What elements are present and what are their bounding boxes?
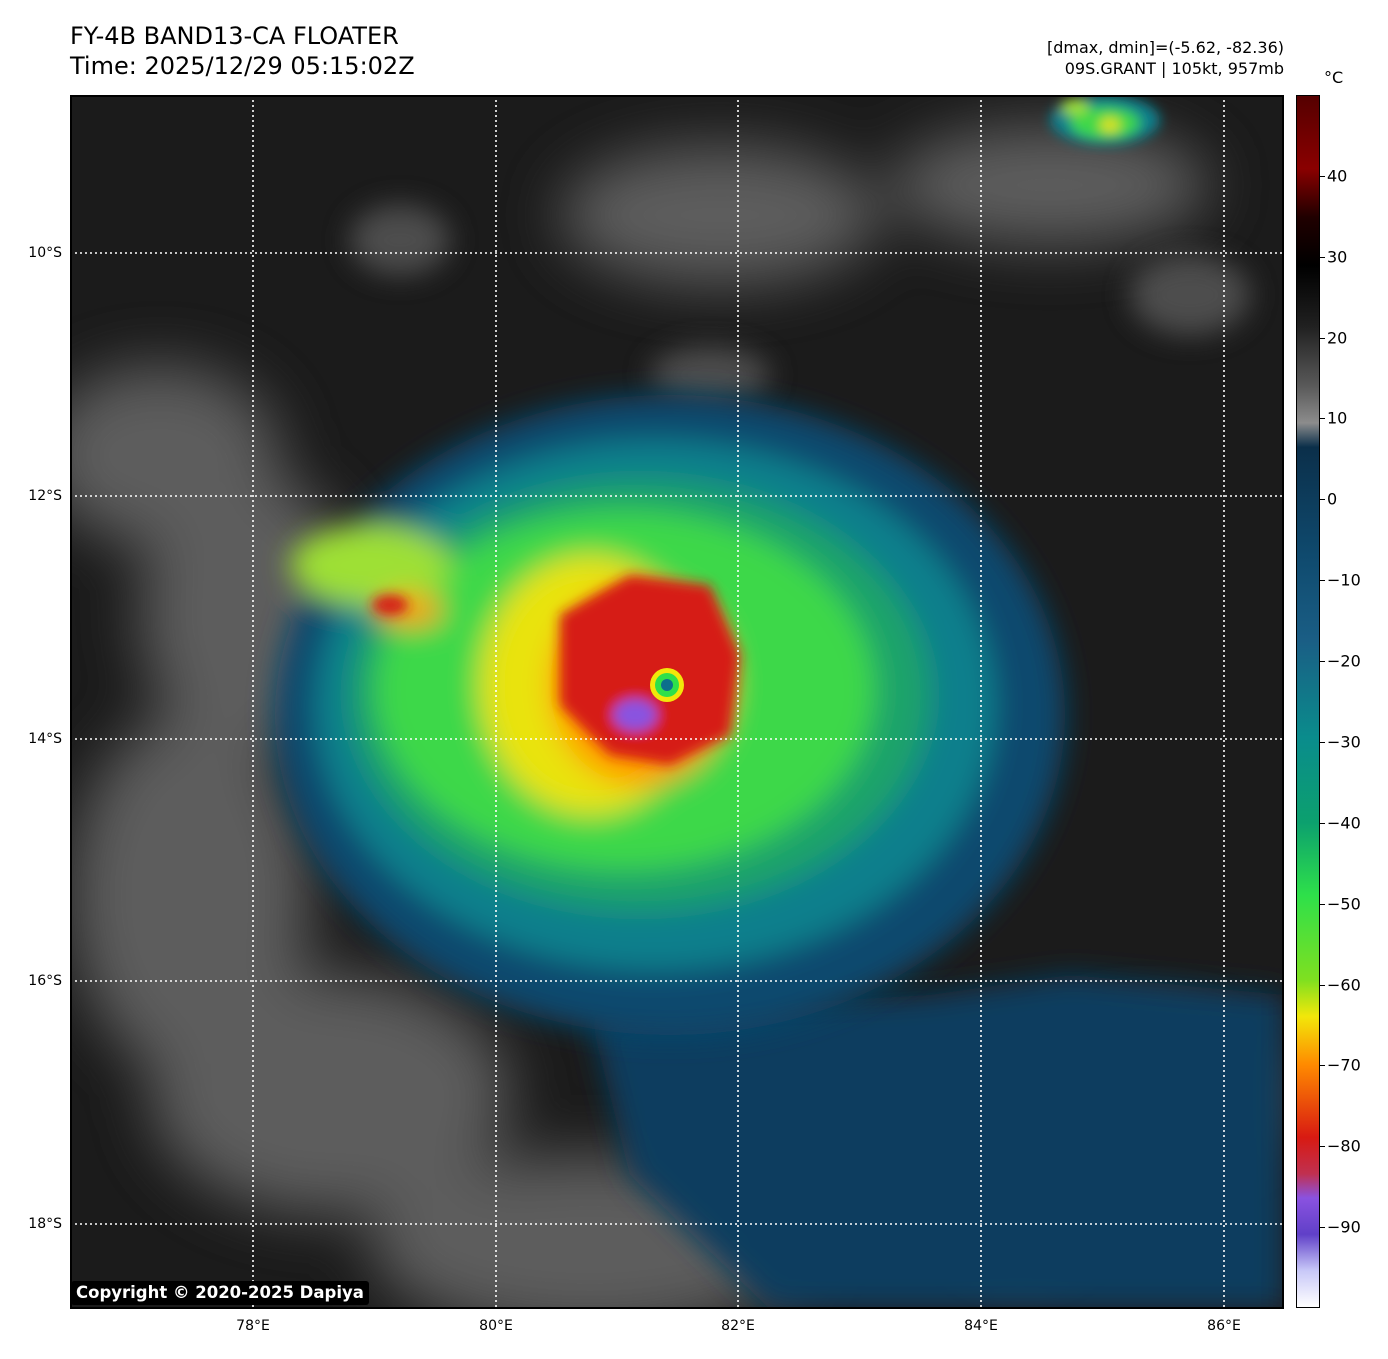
colorbar-tick-label: −30 bbox=[1327, 732, 1361, 752]
colorbar-tick-mark bbox=[1320, 984, 1325, 986]
colorbar-tick-label: −80 bbox=[1327, 1136, 1361, 1156]
lat-label-16s: 16°S bbox=[28, 973, 62, 989]
colorbar-tick-mark bbox=[1320, 903, 1325, 905]
colorbar-tick-label: −70 bbox=[1327, 1055, 1361, 1075]
colorbar-tick-mark bbox=[1320, 418, 1325, 420]
colorbar-tick-mark bbox=[1320, 337, 1325, 339]
map-gridlines bbox=[70, 95, 1284, 1309]
lon-label-84e: 84°E bbox=[964, 1318, 998, 1334]
lat-label-12s: 12°S bbox=[28, 488, 62, 504]
storm-info-label: 09S.GRANT | 105kt, 957mb bbox=[1064, 59, 1284, 78]
colorbar-tick-mark bbox=[1320, 1146, 1325, 1148]
temperature-colorbar bbox=[1296, 95, 1320, 1308]
colorbar-tick-mark bbox=[1320, 741, 1325, 743]
data-range-label: [dmax, dmin]=(-5.62, -82.36) bbox=[1046, 38, 1284, 57]
copyright-label: Copyright © 2020-2025 Dapiya bbox=[71, 1281, 369, 1305]
chart-timestamp: Time: 2025/12/29 05:15:02Z bbox=[70, 52, 415, 80]
lat-label-14s: 14°S bbox=[28, 731, 62, 747]
colorbar-tick-mark bbox=[1320, 256, 1325, 258]
lon-label-82e: 82°E bbox=[721, 1318, 755, 1334]
colorbar-tick-mark bbox=[1320, 661, 1325, 663]
lon-label-80e: 80°E bbox=[479, 1318, 513, 1334]
colorbar-unit: °C bbox=[1324, 68, 1344, 87]
lat-label-18s: 18°S bbox=[28, 1216, 62, 1232]
lon-label-86e: 86°E bbox=[1207, 1318, 1241, 1334]
colorbar-tick-mark bbox=[1320, 175, 1325, 177]
colorbar-tick-mark bbox=[1320, 1227, 1325, 1229]
satellite-image-map bbox=[70, 95, 1284, 1309]
colorbar-tick-mark bbox=[1320, 499, 1325, 501]
colorbar-tick-label: 20 bbox=[1327, 328, 1348, 348]
colorbar-tick-label: 30 bbox=[1327, 247, 1348, 267]
colorbar-tick-label: 0 bbox=[1327, 489, 1338, 509]
colorbar-tick-label: −60 bbox=[1327, 975, 1361, 995]
lat-label-10s: 10°S bbox=[28, 245, 62, 261]
colorbar-tick-mark bbox=[1320, 1065, 1325, 1067]
colorbar-tick-label: 40 bbox=[1327, 166, 1348, 186]
colorbar-tick-label: −20 bbox=[1327, 651, 1361, 671]
colorbar-tick-label: −10 bbox=[1327, 570, 1361, 590]
colorbar-tick-mark bbox=[1320, 822, 1325, 824]
colorbar-tick-label: −90 bbox=[1327, 1217, 1361, 1237]
colorbar-tick-label: −50 bbox=[1327, 894, 1361, 914]
lon-label-78e: 78°E bbox=[236, 1318, 270, 1334]
chart-title: FY-4B BAND13-CA FLOATER bbox=[70, 22, 399, 50]
colorbar-tick-label: −40 bbox=[1327, 813, 1361, 833]
colorbar-tick-mark bbox=[1320, 580, 1325, 582]
colorbar-tick-label: 10 bbox=[1327, 408, 1348, 428]
